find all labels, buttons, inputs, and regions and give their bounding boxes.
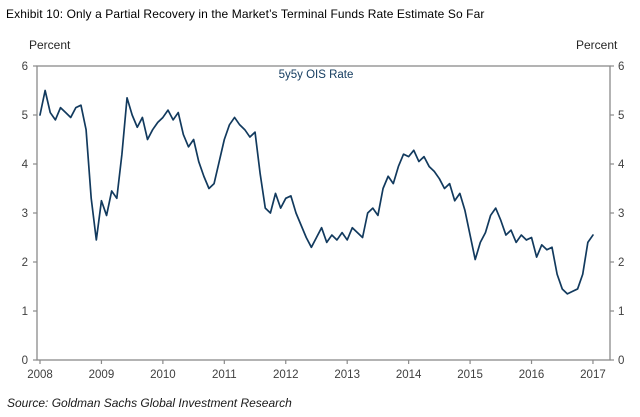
ois-rate-line xyxy=(39,89,594,295)
y-tick-label-right: 5 xyxy=(618,110,624,122)
x-tick-label: 2012 xyxy=(273,369,299,381)
series-label: 5y5y OIS Rate xyxy=(278,69,354,81)
x-tick-label: 2017 xyxy=(580,369,606,381)
x-tick-label: 2013 xyxy=(334,369,360,381)
y-tick-label-left: 6 xyxy=(22,61,28,73)
x-tick-label: 2009 xyxy=(89,369,115,381)
y-tick-label-left: 3 xyxy=(22,208,28,220)
y-tick-label-left: 5 xyxy=(22,110,28,122)
x-tick-label: 2015 xyxy=(457,369,483,381)
y-axis-unit-left: Percent xyxy=(29,38,71,52)
x-tick-label: 2008 xyxy=(27,369,53,381)
source-note: Source: Goldman Sachs Global Investment … xyxy=(7,396,292,410)
y-tick-label-right: 2 xyxy=(618,257,624,269)
y-tick-label-right: 1 xyxy=(618,306,624,318)
y-tick-label-right: 0 xyxy=(618,355,624,367)
x-tick-label: 2014 xyxy=(396,369,422,381)
plot-frame xyxy=(36,65,611,361)
y-axis-unit-right: Percent xyxy=(576,38,618,52)
x-tick-label: 2010 xyxy=(150,369,176,381)
y-tick-label-right: 6 xyxy=(618,61,624,73)
x-tick-label: 2016 xyxy=(519,369,545,381)
y-tick-label-left: 2 xyxy=(22,257,28,269)
y-tick-label-right: 4 xyxy=(618,159,625,171)
y-tick-label-right: 3 xyxy=(618,208,624,220)
y-tick-label-left: 0 xyxy=(22,355,28,367)
y-tick-label-left: 4 xyxy=(22,159,29,171)
exhibit-title: Exhibit 10: Only a Partial Recovery in t… xyxy=(6,7,485,21)
x-tick-label: 2011 xyxy=(212,369,237,381)
y-tick-label-left: 1 xyxy=(22,306,28,318)
